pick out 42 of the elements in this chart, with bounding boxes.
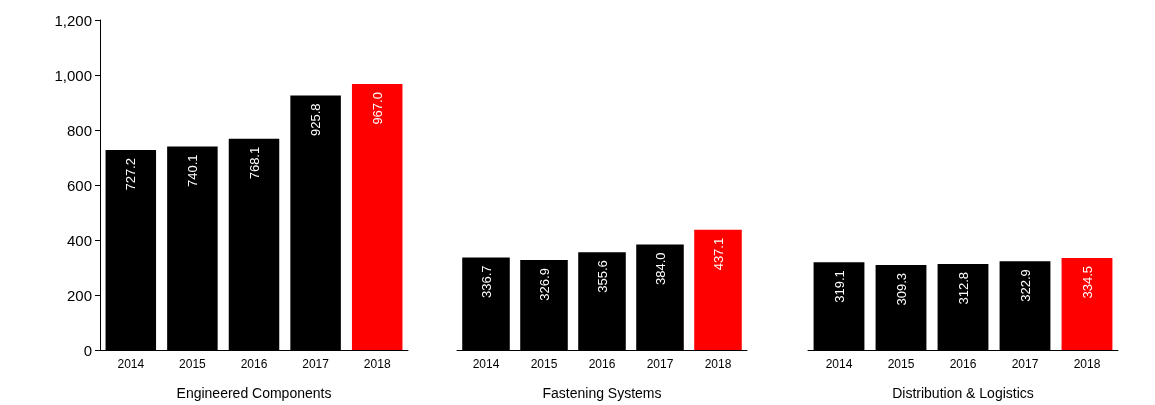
y-tick-label: 800 xyxy=(66,121,92,139)
data-label: 309.3 xyxy=(893,272,909,306)
data-label: 727.2 xyxy=(123,158,139,191)
x-tick-label: 2015 xyxy=(530,357,558,371)
data-label: 967.0 xyxy=(369,92,385,125)
x-tick-label: 2016 xyxy=(240,357,268,371)
y-tick-label: 1,200 xyxy=(54,11,92,29)
x-tick-label: 2017 xyxy=(1011,357,1039,371)
x-tick-label: 2018 xyxy=(363,357,391,371)
x-tick-label: 2017 xyxy=(646,357,674,371)
x-tick-label: 2016 xyxy=(949,357,977,371)
y-tick-label: 0 xyxy=(83,341,92,359)
x-tick-label: 2014 xyxy=(825,357,853,371)
bar xyxy=(351,84,403,350)
x-tick-label: 2014 xyxy=(472,357,500,371)
data-label: 312.8 xyxy=(955,271,971,305)
x-tick-label: 2016 xyxy=(588,357,616,371)
y-tick-label: 200 xyxy=(66,286,92,304)
x-axis-title: Distribution & Logistics xyxy=(892,385,1034,401)
x-tick-label: 2017 xyxy=(302,357,330,371)
x-tick-label: 2018 xyxy=(1073,357,1101,371)
data-label: 355.6 xyxy=(594,260,610,293)
y-tick-label: 400 xyxy=(66,231,92,249)
x-tick-label: 2014 xyxy=(117,357,145,371)
data-label: 384.0 xyxy=(652,252,668,285)
x-tick-label: 2015 xyxy=(887,357,915,371)
x-tick-label: 2018 xyxy=(704,357,732,371)
bar xyxy=(694,229,742,350)
y-tick-label: 600 xyxy=(66,176,92,194)
data-label: 334.5 xyxy=(1079,266,1095,299)
x-axis-title: Fastening Systems xyxy=(542,385,662,401)
y-tick-label: 1,000 xyxy=(54,66,92,84)
data-label: 322.9 xyxy=(1017,269,1033,302)
data-label: 740.1 xyxy=(184,154,200,188)
data-label: 336.7 xyxy=(478,265,494,298)
x-axis-title: Engineered Components xyxy=(176,385,332,401)
data-label: 768.1 xyxy=(246,146,262,180)
data-label: 437.1 xyxy=(710,237,726,271)
data-label: 925.8 xyxy=(308,103,324,136)
x-tick-label: 2015 xyxy=(179,357,207,371)
data-label: 319.1 xyxy=(831,270,847,303)
data-label: 326.9 xyxy=(536,268,552,301)
